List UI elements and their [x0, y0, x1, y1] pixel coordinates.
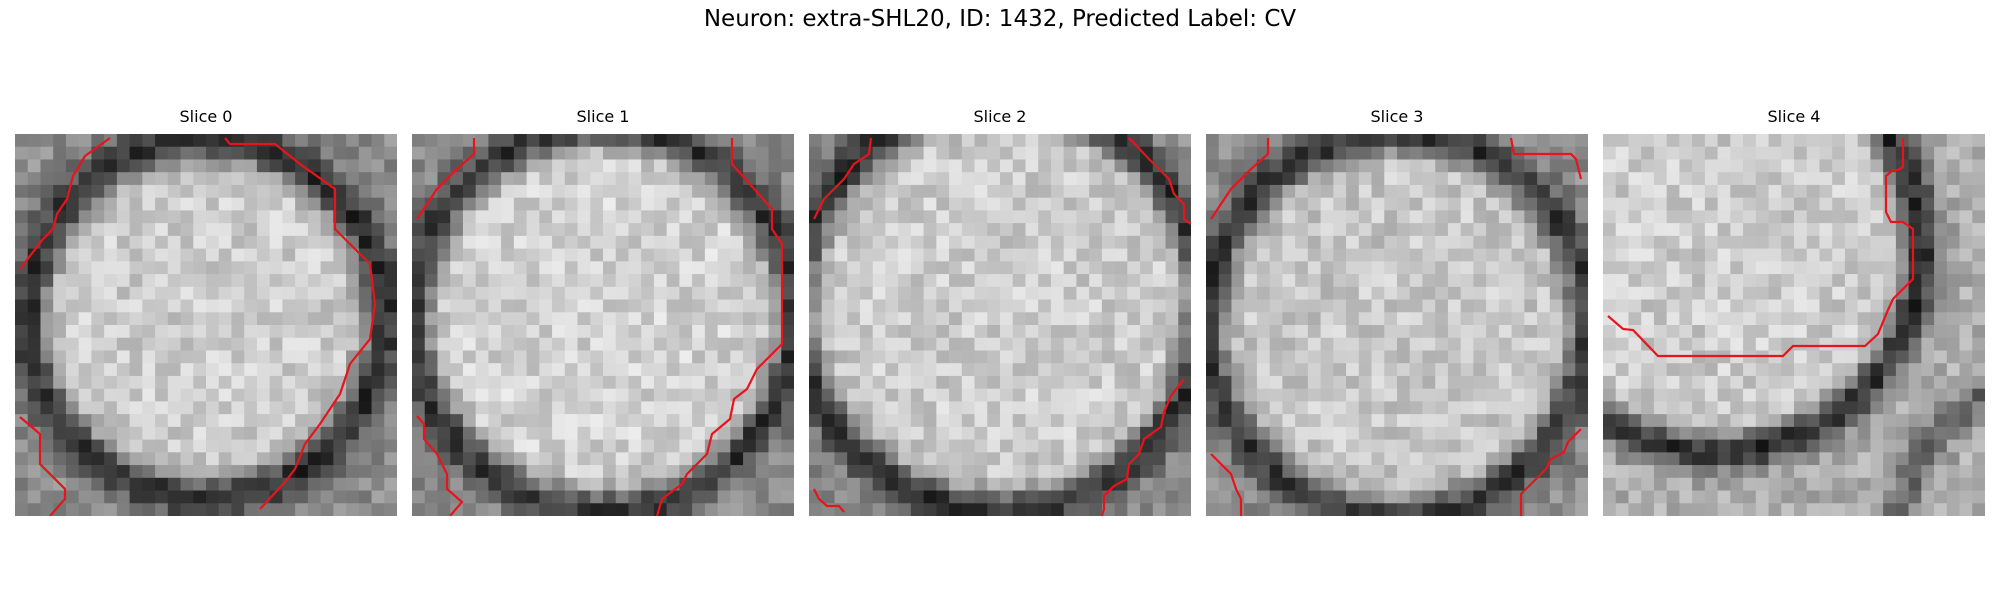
slice-panel-4: Slice 4 [1603, 107, 1985, 516]
slice-label: Slice 0 [179, 107, 233, 126]
slice-panel-1: Slice 1 [412, 107, 794, 516]
contour-line [813, 137, 873, 220]
contour-line [1519, 428, 1582, 516]
slice-label: Slice 1 [576, 107, 630, 126]
contour-line [1210, 138, 1270, 220]
contour-line [1509, 137, 1583, 180]
slice-panel-0: Slice 0 [15, 107, 397, 516]
contour-line [19, 137, 111, 270]
slice-label: Slice 2 [973, 107, 1027, 126]
slice-image-4 [1603, 134, 1985, 516]
contour-line [1607, 138, 1915, 358]
slice-image-3 [1206, 134, 1588, 516]
contour-line [655, 138, 784, 516]
contour-line [1128, 137, 1191, 225]
contour-line [416, 138, 476, 220]
slice-label: Slice 4 [1767, 107, 1821, 126]
figure-title: Neuron: extra-SHL20, ID: 1432, Predicted… [703, 6, 1297, 32]
slice-image-2 [809, 134, 1191, 516]
contour-line [1210, 453, 1243, 516]
slice-panel-3: Slice 3 [1206, 107, 1588, 516]
slice-image-1 [412, 134, 794, 516]
contour-line [416, 415, 464, 516]
slice-label: Slice 3 [1370, 107, 1424, 126]
contour-line [224, 137, 377, 510]
contour-line [813, 488, 845, 513]
contour-line [19, 416, 67, 516]
contour-line [1100, 378, 1185, 516]
slice-panel-2: Slice 2 [809, 107, 1191, 516]
slice-image-0 [15, 134, 397, 516]
